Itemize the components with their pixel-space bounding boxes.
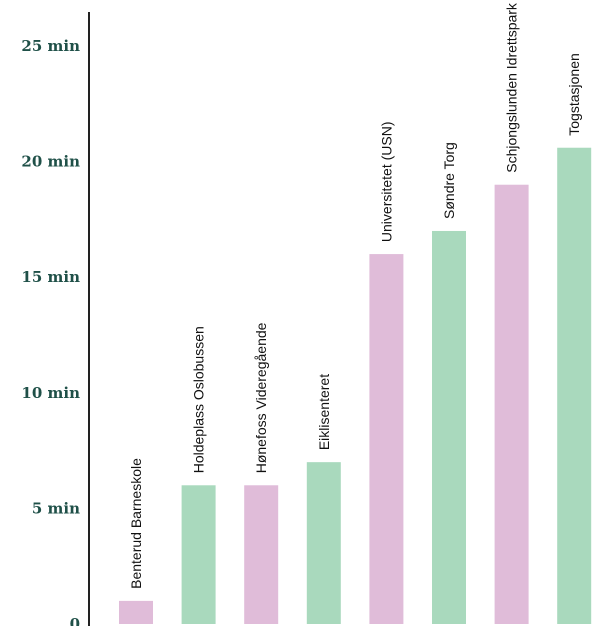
bar-category-label: Holdeplass Oslobussen bbox=[191, 326, 207, 473]
y-axis-ticks: 0 5 min 10 min 15 min 20 min 25 min bbox=[21, 37, 80, 626]
bar-category-label: Hønefoss Videregående bbox=[253, 322, 269, 473]
bar-labels: Benterud Barneskole Holdeplass Oslobussen… bbox=[128, 2, 582, 589]
bar bbox=[494, 184, 529, 624]
bar bbox=[369, 254, 404, 624]
bar-category-label: Universitetet (USN) bbox=[378, 121, 394, 242]
bar bbox=[557, 147, 592, 624]
y-tick-label: 20 min bbox=[21, 153, 80, 171]
bar bbox=[244, 485, 279, 624]
bar-category-label: Togstasjonen bbox=[566, 53, 582, 136]
y-tick-label: 0 bbox=[70, 615, 80, 626]
bar bbox=[432, 230, 466, 624]
bar-category-label: Eiklisenteret bbox=[316, 374, 332, 450]
bar-category-label: Benterud Barneskole bbox=[128, 458, 144, 589]
bar bbox=[306, 462, 341, 624]
y-tick-label: 10 min bbox=[21, 384, 80, 402]
y-tick-label: 25 min bbox=[21, 37, 80, 55]
bar bbox=[181, 485, 216, 624]
bar bbox=[119, 600, 153, 624]
bar-category-label: Søndre Torg bbox=[441, 142, 457, 219]
bars bbox=[119, 147, 592, 624]
bar-category-label: Schjongslunden Idrettspark bbox=[504, 2, 520, 173]
y-tick-label: 5 min bbox=[32, 499, 80, 517]
y-tick-label: 15 min bbox=[21, 268, 80, 286]
